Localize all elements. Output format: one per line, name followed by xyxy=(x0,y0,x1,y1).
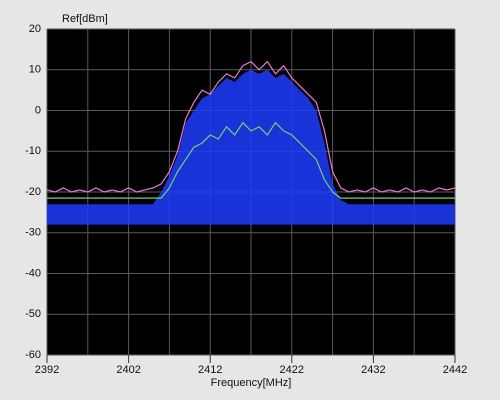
x-axis-label: Frequency[MHz] xyxy=(211,377,292,389)
y-tick-label: 20 xyxy=(29,23,41,35)
x-tick-label: 2392 xyxy=(35,364,59,376)
y-tick-label: -50 xyxy=(25,308,41,320)
y-tick-label: -20 xyxy=(25,186,41,198)
x-tick-label: 2422 xyxy=(280,364,304,376)
density-band xyxy=(47,69,455,225)
x-tick-label: 2412 xyxy=(198,364,222,376)
y-axis-label: Ref[dBm] xyxy=(62,13,108,25)
trace xyxy=(46,60,456,193)
y-tick-label: 10 xyxy=(29,64,41,76)
y-tick-label: -40 xyxy=(25,267,41,279)
y-tick-label: 0 xyxy=(35,104,41,116)
y-tick-label: -60 xyxy=(25,349,41,361)
x-tick-label: 2442 xyxy=(443,364,467,376)
y-tick-label: -10 xyxy=(25,145,41,157)
trace xyxy=(47,121,455,199)
x-tick-label: 2402 xyxy=(116,364,140,376)
y-tick-label: -30 xyxy=(25,227,41,239)
x-tick-label: 2432 xyxy=(361,364,385,376)
